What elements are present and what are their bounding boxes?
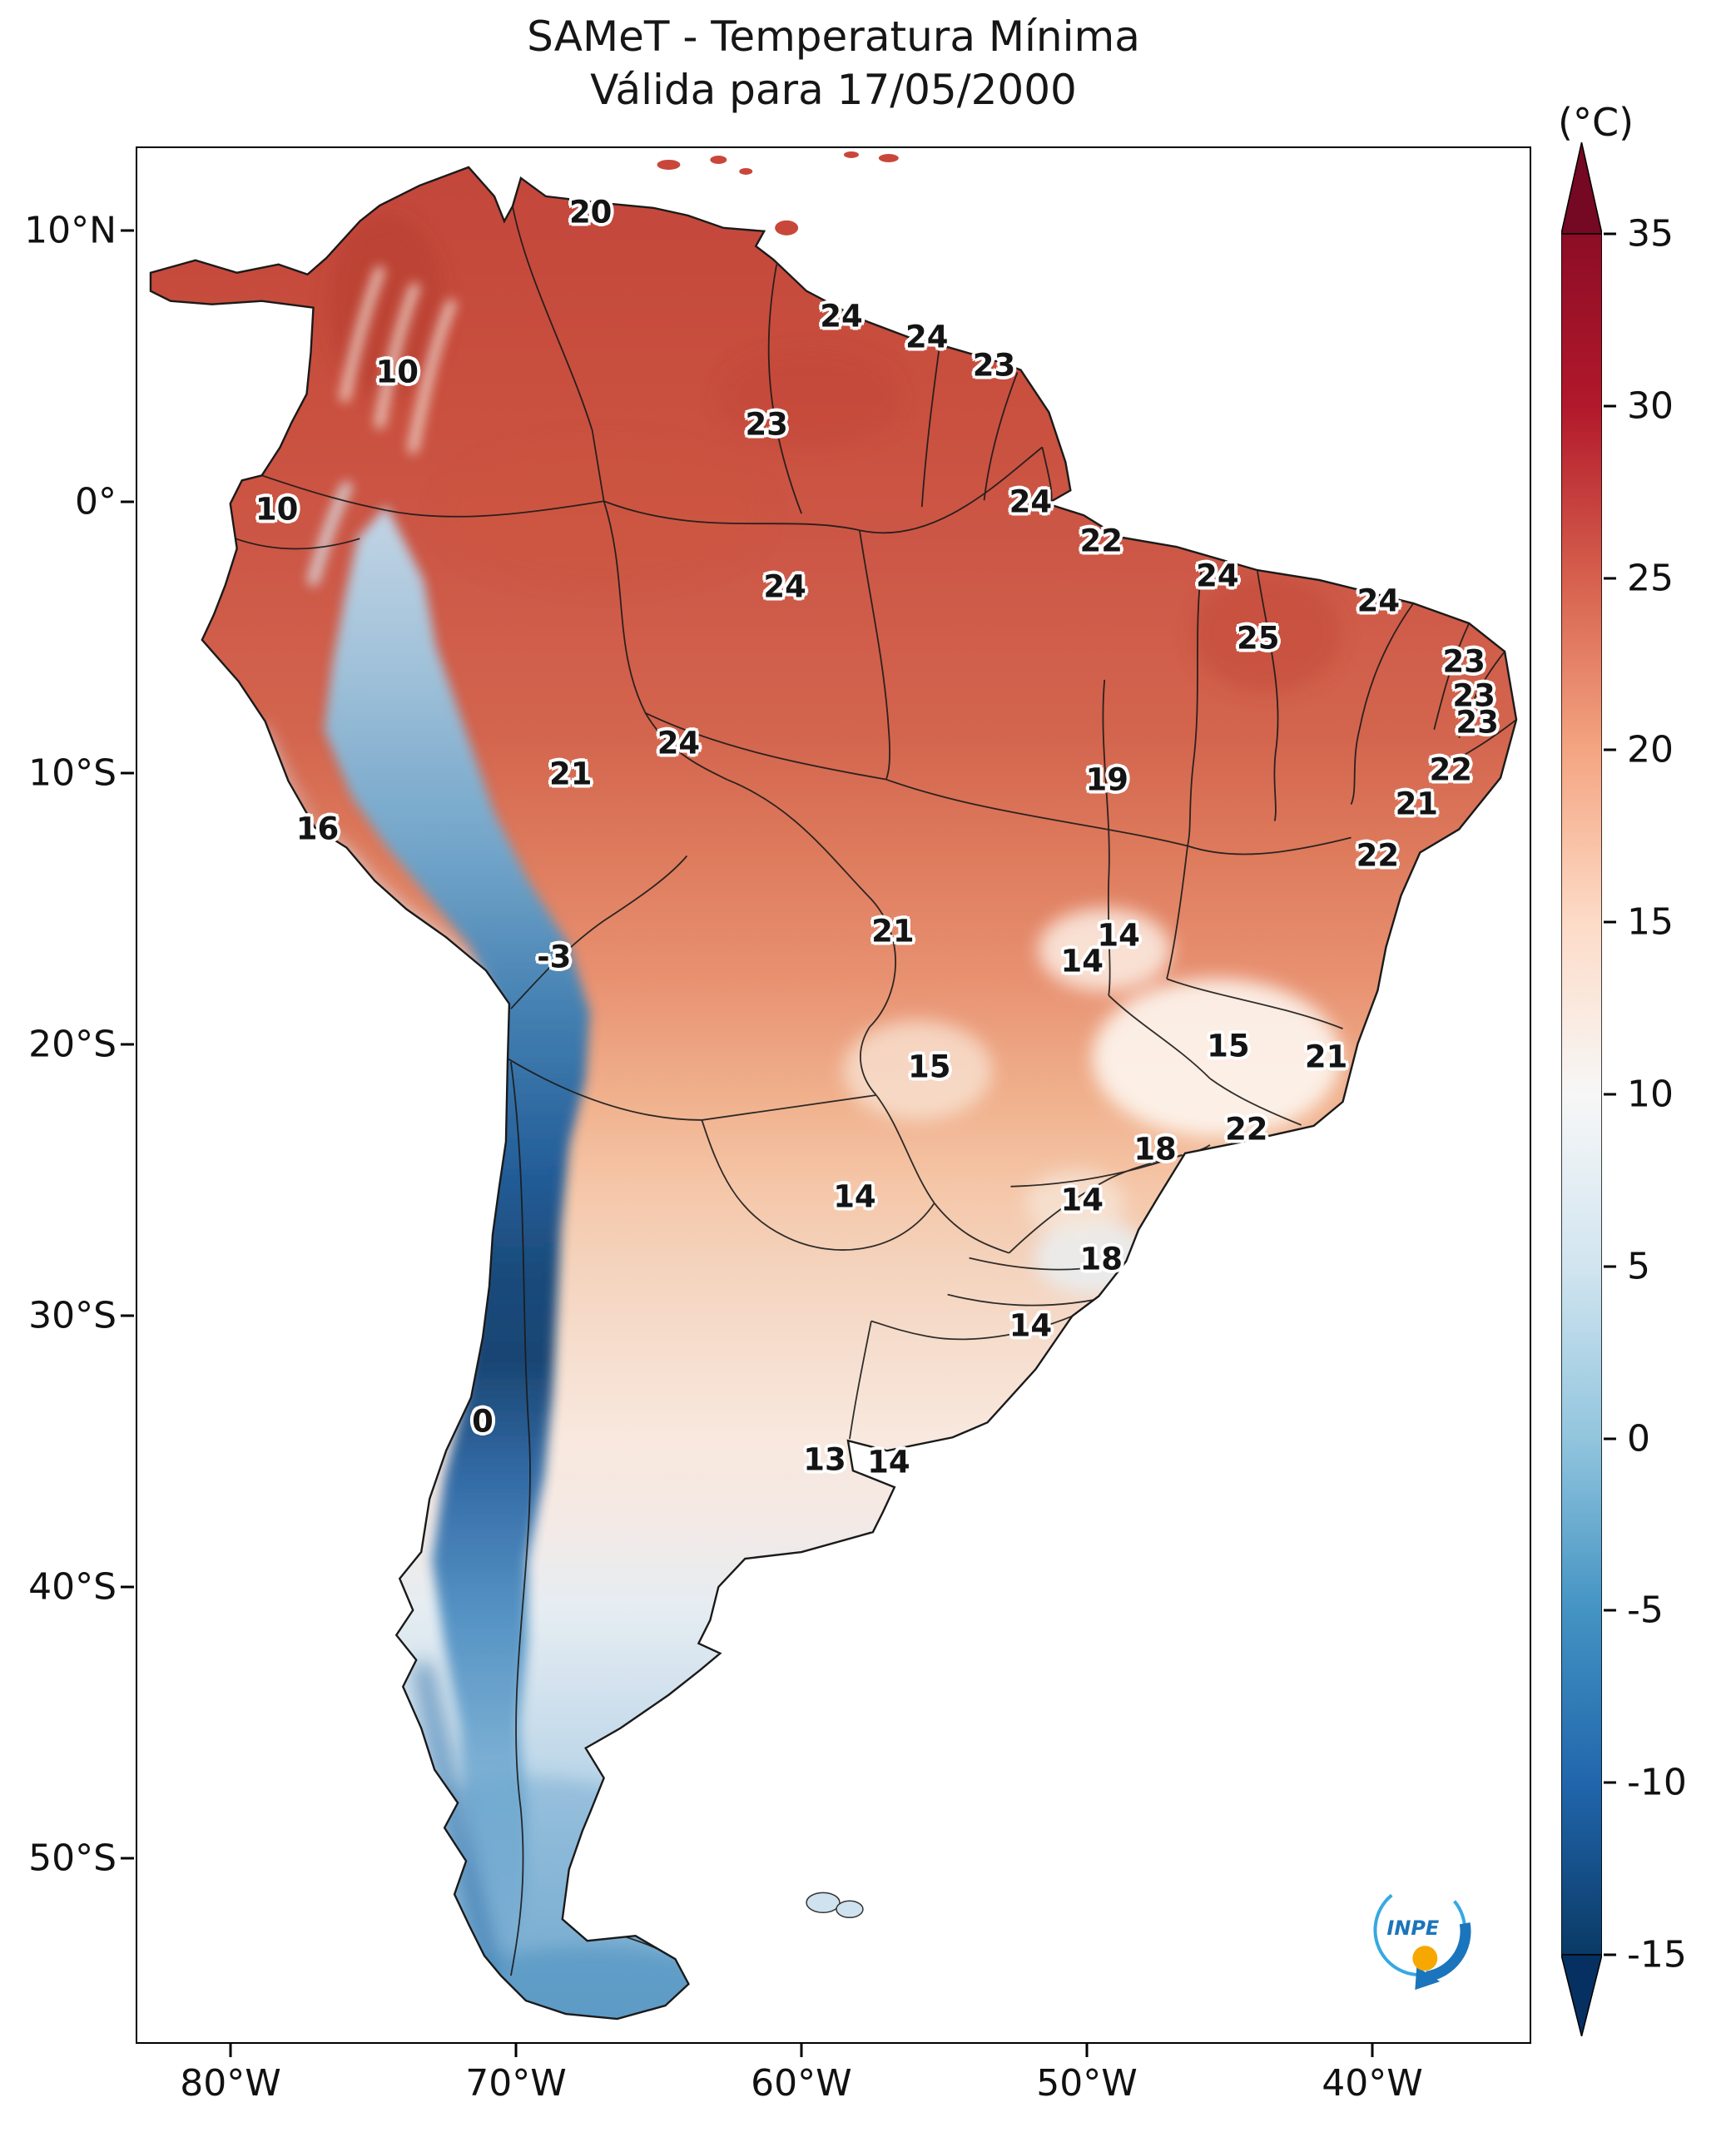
colorbar-tick-mark [1604,920,1616,924]
colorbar-bottom-arrow [1561,1954,1602,2036]
y-axis-tick-mark [121,1314,134,1317]
south-america-map: INPE [149,151,1518,2021]
y-axis-tick-mark [121,500,134,503]
x-axis-tick-mark [1085,2044,1089,2057]
x-axis-tick-label: 40°W [1322,2062,1423,2105]
y-axis-tick-label: 50°S [28,1837,117,1880]
colorbar-tick-label: 25 [1627,557,1674,600]
y-axis-tick-label: 40°S [28,1565,117,1609]
x-axis-tick-label: 70°W [465,2062,567,2105]
x-axis-tick-mark [800,2044,803,2057]
y-axis-tick-label: 20°S [28,1023,117,1066]
x-axis-tick-mark [1371,2044,1374,2057]
colorbar-unit-label: (°C) [1558,100,1634,145]
colorbar-tick-mark [1604,404,1616,408]
colorbar-tick-mark [1604,1609,1616,1612]
inpe-logo: INPE [1373,1883,1471,1991]
colorbar-tick-label: 5 [1627,1245,1650,1288]
y-axis-tick-mark [121,1585,134,1589]
x-axis-tick-label: 50°W [1036,2062,1138,2105]
colorbar-ticks: 35 30 25 20 15 10 5 0 -5 -10 -15 [1604,213,1729,1976]
colorbar-gradient-bar [1561,233,1602,1956]
inpe-logo-text: INPE [1386,1916,1439,1940]
y-axis-tick-label: 30°S [28,1294,117,1337]
colorbar-tick-mark [1604,1437,1616,1440]
coastline [149,166,1518,2021]
y-axis-tick-label: 10°S [28,751,117,795]
x-axis-tick-labels: 80°W 70°W 60°W 50°W 40°W [136,2062,1531,2112]
figure-title-line2: Válida para 17/05/2000 [590,66,1077,114]
colorbar-tick-mark [1604,1953,1616,1956]
colorbar-tick-label: 0 [1627,1417,1650,1460]
colorbar-tick-label: -10 [1627,1761,1687,1804]
y-axis-tick-label: 10°N [24,209,117,252]
x-axis-tick-mark [514,2044,518,2057]
colorbar-tick-label: -15 [1627,1933,1687,1976]
colorbar [1561,142,1602,2036]
caribbean-islands [657,151,899,236]
colorbar-tick-label: 10 [1627,1073,1674,1116]
andes-cold-band [324,505,590,1976]
colorbar-tick-mark [1604,1265,1616,1268]
figure-title: SAMeT - Temperatura Mínima Válida para 1… [136,10,1531,117]
political-boundaries [235,206,1517,1976]
figure-title-line1: SAMeT - Temperatura Mínima [527,12,1140,61]
colorbar-tick-label: 30 [1627,384,1674,428]
x-axis-tick-marks [136,2044,1531,2057]
x-axis-tick-label: 60°W [751,2062,852,2105]
cordillera-streaks [307,265,457,587]
y-axis-tick-labels: 10°N 0° 10°S 20°S 30°S 40°S 50°S [0,146,117,2044]
y-axis-tick-mark [121,229,134,232]
temperature-field [150,166,1517,2020]
colorbar-tick-label: 35 [1627,212,1674,255]
colorbar-tick-label: 20 [1627,728,1674,771]
colorbar-tick-mark [1604,577,1616,580]
falkland-islands [806,1892,864,1919]
y-axis-tick-mark [121,1857,134,1860]
y-axis-tick-mark [121,771,134,775]
map-plot-area: INPE 20 24 24 23 10 23 24 10 22 24 24 24 25 23 23 23 24 2… [136,146,1531,2044]
y-axis-tick-mark [121,1043,134,1046]
cool-light-patches [842,908,1342,1295]
y-axis-tick-label: 0° [75,480,117,523]
colorbar-tick-mark [1604,1781,1616,1784]
x-axis-tick-label: 80°W [180,2062,281,2105]
colorbar-tick-mark [1604,748,1616,751]
colorbar-tick-mark [1604,232,1616,236]
colorbar-tick-mark [1604,1093,1616,1096]
colorbar-tick-label: 15 [1627,900,1674,944]
colorbar-tick-label: -5 [1627,1589,1664,1632]
x-axis-tick-mark [229,2044,232,2057]
colorbar-top-arrow [1561,142,1602,235]
y-axis-tick-marks [121,146,134,2044]
